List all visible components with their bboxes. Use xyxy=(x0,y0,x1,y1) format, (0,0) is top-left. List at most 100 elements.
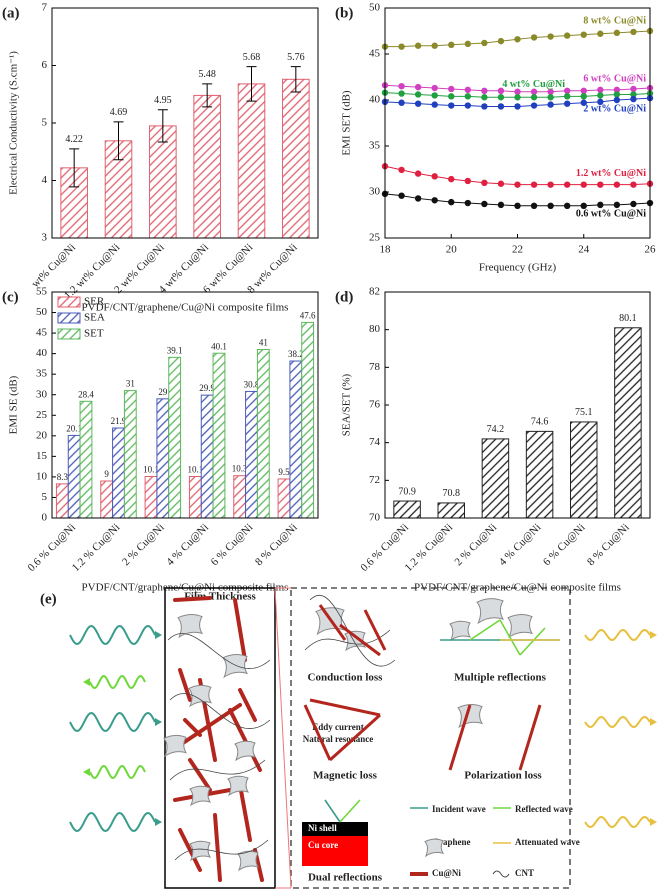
diagram-shape xyxy=(650,631,657,639)
cu-core xyxy=(302,836,368,866)
point xyxy=(448,198,455,206)
y-tick-label: 25 xyxy=(369,232,381,244)
point xyxy=(613,91,621,98)
data-label: 10.1 xyxy=(187,465,203,475)
bar xyxy=(168,356,182,519)
diagram-text: Cu core xyxy=(308,840,338,850)
diagram-text: Dual reflections xyxy=(308,872,383,884)
error-bar xyxy=(202,83,213,108)
point xyxy=(431,42,438,49)
series-label: 8 wt% Cu@Ni xyxy=(583,15,646,26)
series-label: 0.6 wt% Cu@Ni xyxy=(576,208,646,219)
y-tick-label: 10 xyxy=(36,470,48,482)
y-tick-label: 7 xyxy=(42,2,48,14)
legend-label: SER xyxy=(84,296,105,308)
data-label: 74.2 xyxy=(487,424,505,435)
diagram-text: Eddy current xyxy=(312,722,364,732)
data-label: 5.48 xyxy=(198,69,216,80)
point xyxy=(530,94,538,101)
legend-swatch xyxy=(57,312,81,324)
point xyxy=(530,181,538,188)
data-label: 4.22 xyxy=(65,134,83,145)
ni-shell xyxy=(302,822,368,836)
point xyxy=(630,200,637,208)
point xyxy=(464,177,472,185)
point xyxy=(613,96,621,104)
data-label: 21.9 xyxy=(111,416,127,426)
legend-text: Reflected wave xyxy=(515,804,573,814)
point xyxy=(414,42,422,49)
y-tick-label: 15 xyxy=(36,450,48,462)
point xyxy=(431,173,438,180)
legend-text: CNT xyxy=(515,868,534,878)
bar xyxy=(237,83,266,239)
diagram-shape xyxy=(69,811,156,833)
diagram-shape xyxy=(328,713,382,762)
point xyxy=(530,34,538,41)
point xyxy=(481,200,488,208)
legend-swatch xyxy=(57,328,81,340)
x-tick-label: 1.2 % Cu@Ni xyxy=(403,521,456,574)
y-tick-label: 20 xyxy=(36,429,48,441)
diagram-shape xyxy=(499,619,521,656)
point xyxy=(630,95,637,103)
x-tick-label: 24 xyxy=(578,244,590,256)
diagram-shape xyxy=(650,718,657,726)
error-bar xyxy=(69,148,80,188)
point xyxy=(448,175,455,183)
point xyxy=(580,87,587,95)
point xyxy=(563,32,571,39)
diagram-shape xyxy=(69,711,156,733)
diagram-shape xyxy=(213,813,222,882)
point xyxy=(448,102,455,109)
point xyxy=(530,202,538,209)
data-label: 39.1 xyxy=(167,345,183,355)
y-tick-label: 55 xyxy=(36,286,48,298)
x-tick-label: 4 % Cu@Ni xyxy=(497,521,544,568)
point xyxy=(431,84,438,92)
point xyxy=(530,102,538,109)
diagram-shape xyxy=(507,614,534,639)
point xyxy=(547,181,554,188)
diagram-text: Conduction loss xyxy=(308,672,384,684)
diagram-shape xyxy=(584,628,651,642)
bar xyxy=(233,475,247,519)
point xyxy=(414,170,422,177)
bar xyxy=(256,349,270,519)
data-label: 10.3 xyxy=(232,464,248,474)
point xyxy=(414,91,422,98)
diagram-shape xyxy=(155,718,162,726)
point xyxy=(547,94,554,101)
point xyxy=(514,181,521,188)
diagram-shape xyxy=(163,734,188,758)
point xyxy=(597,86,604,94)
point xyxy=(497,94,505,101)
data-label: 4.95 xyxy=(154,95,172,106)
x-tick-label: 20 xyxy=(446,244,458,256)
legend-label: SET xyxy=(84,328,104,340)
y-tick-label: 6 xyxy=(42,59,48,71)
x-axis-label: PVDF/CNT/graphene/Cu@Ni composite films xyxy=(82,302,289,314)
bar xyxy=(144,475,158,519)
bar xyxy=(67,434,81,519)
diagram-shape xyxy=(476,598,505,625)
data-label: 8.3 xyxy=(57,472,69,482)
diagram-shape xyxy=(167,633,271,669)
point xyxy=(514,94,521,101)
data-label: 38.2 xyxy=(288,349,304,359)
y-tick-label: 45 xyxy=(369,48,381,60)
data-label: 5.76 xyxy=(287,52,305,63)
panel-label: (e) xyxy=(40,591,57,607)
bar xyxy=(289,360,303,519)
data-label: 9.5 xyxy=(278,467,290,477)
point xyxy=(547,101,554,108)
data-label: 9 xyxy=(104,469,109,479)
x-tick-label: wt% Cu@Ni xyxy=(29,241,78,290)
diagram-shape xyxy=(650,818,657,826)
point xyxy=(563,100,571,107)
diagram-shape xyxy=(83,768,90,776)
y-tick-label: 80 xyxy=(369,323,381,335)
error-bar xyxy=(290,66,301,93)
point xyxy=(464,40,472,48)
